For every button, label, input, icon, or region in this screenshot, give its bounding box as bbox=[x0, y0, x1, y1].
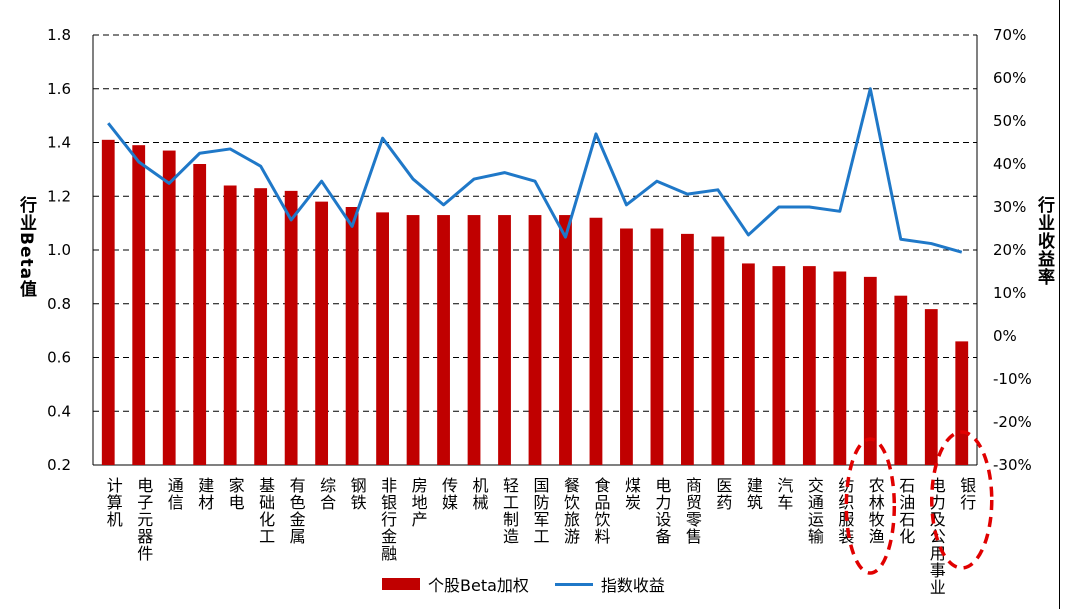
x-tick-label: 通信 bbox=[165, 477, 184, 511]
bar bbox=[193, 164, 207, 465]
bar bbox=[833, 271, 847, 465]
bar bbox=[162, 150, 176, 465]
x-tick-label: 非银行金融 bbox=[378, 477, 397, 562]
x-tick-label: 餐饮旅游 bbox=[561, 477, 580, 545]
y-tick-label-left: 1.4 bbox=[47, 134, 71, 152]
x-tick-label: 机械 bbox=[470, 477, 489, 511]
bar bbox=[406, 215, 420, 465]
x-tick-label: 医药 bbox=[713, 477, 732, 511]
series-line bbox=[107, 87, 963, 254]
y-tick-label-left: 1.6 bbox=[47, 80, 71, 98]
bar bbox=[101, 139, 115, 465]
bar bbox=[772, 266, 786, 465]
frame-edge bbox=[1059, 0, 1060, 609]
bar bbox=[315, 201, 329, 465]
legend-swatch-bar bbox=[382, 578, 420, 590]
x-tick-label: 钢铁 bbox=[348, 477, 367, 511]
bar bbox=[437, 215, 450, 465]
bar bbox=[284, 190, 298, 465]
x-tick-label: 电子元器件 bbox=[134, 477, 153, 562]
legend-swatch-line bbox=[554, 582, 593, 586]
bar bbox=[559, 215, 572, 465]
bar bbox=[741, 263, 755, 465]
y-tick-label-right: -10% bbox=[993, 370, 1032, 388]
bar bbox=[345, 207, 359, 465]
y-tick-label-right: 70% bbox=[993, 26, 1026, 44]
legend: 个股Beta加权 指数收益 bbox=[382, 572, 665, 596]
bar bbox=[650, 228, 664, 465]
bar bbox=[711, 236, 725, 465]
y-tick-label-left: 0.6 bbox=[47, 349, 71, 367]
legend-label-bar: 个股Beta加权 bbox=[428, 576, 529, 595]
x-tick-label: 轻工制造 bbox=[500, 477, 519, 545]
bar bbox=[376, 212, 389, 465]
y-tick-label-right: 10% bbox=[993, 284, 1026, 302]
x-tick-label: 商贸零售 bbox=[683, 477, 702, 545]
bar bbox=[132, 145, 146, 465]
legend-label-line: 指数收益 bbox=[600, 576, 665, 595]
x-tick-label: 石油石化 bbox=[896, 477, 915, 545]
y-tick-label-left: 0.2 bbox=[47, 456, 71, 474]
bar bbox=[498, 215, 511, 465]
y-tick-label-right: 20% bbox=[993, 241, 1026, 259]
x-tick-label: 食品饮料 bbox=[591, 477, 610, 545]
y-axis-title-left: 行业Beta值 bbox=[16, 196, 36, 299]
x-tick-label: 有色金属 bbox=[287, 477, 306, 545]
x-tick-label: 传媒 bbox=[439, 477, 458, 511]
y-tick-label-left: 1.8 bbox=[47, 26, 71, 44]
highlight-ellipse bbox=[844, 437, 897, 575]
bar bbox=[589, 217, 603, 465]
x-tick-label: 交通运输 bbox=[805, 477, 824, 545]
x-tick-label: 建材 bbox=[195, 477, 214, 511]
bar bbox=[802, 266, 816, 465]
y-tick-label-left: 1.0 bbox=[47, 241, 71, 259]
x-tick-label: 汽车 bbox=[774, 477, 793, 511]
bar bbox=[894, 295, 908, 465]
y-tick-label-right: 30% bbox=[993, 198, 1026, 216]
x-tick-label: 银行 bbox=[957, 477, 976, 511]
x-tick-label: 综合 bbox=[317, 477, 336, 511]
y-tick-label-right: 40% bbox=[993, 155, 1026, 173]
x-tick-label: 农林牧渔 bbox=[866, 477, 885, 545]
y-tick-label-right: 50% bbox=[993, 112, 1026, 130]
x-tick-label: 家电 bbox=[226, 477, 245, 511]
y-tick-label-right: 60% bbox=[993, 69, 1026, 87]
x-tick-label: 计算机 bbox=[104, 477, 123, 528]
bar bbox=[681, 233, 694, 465]
bar bbox=[223, 185, 237, 465]
x-tick-label: 房地产 bbox=[409, 477, 428, 528]
y-tick-label-left: 1.2 bbox=[47, 187, 71, 205]
y-axis-title-right: 行业收益率 bbox=[1034, 196, 1054, 286]
x-tick-label: 国防军工 bbox=[531, 477, 550, 545]
y-tick-label-right: -30% bbox=[993, 456, 1032, 474]
bar bbox=[620, 228, 633, 465]
y-tick-label-left: 0.8 bbox=[47, 295, 71, 313]
y-tick-label-left: 0.4 bbox=[47, 402, 71, 420]
bar bbox=[924, 309, 938, 465]
highlight-ellipse bbox=[930, 430, 994, 570]
y-tick-label-right: 0% bbox=[993, 327, 1017, 345]
y-tick-label-right: -20% bbox=[993, 413, 1032, 431]
x-tick-label: 煤炭 bbox=[622, 477, 641, 511]
bar bbox=[254, 188, 268, 465]
x-tick-label: 基础化工 bbox=[256, 477, 275, 545]
bar bbox=[528, 215, 542, 465]
x-tick-label: 电力设备 bbox=[652, 477, 671, 545]
bar bbox=[467, 215, 481, 465]
bar bbox=[863, 276, 877, 465]
bar bbox=[955, 341, 969, 465]
x-tick-label: 建筑 bbox=[744, 477, 763, 511]
